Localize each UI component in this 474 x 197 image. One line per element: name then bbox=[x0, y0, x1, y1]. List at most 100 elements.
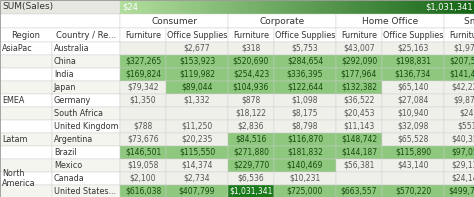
Text: $2,836: $2,836 bbox=[238, 122, 264, 131]
Text: Consumer: Consumer bbox=[151, 17, 197, 25]
Text: Country / Re...: Country / Re... bbox=[56, 31, 116, 40]
Text: $116,870: $116,870 bbox=[287, 135, 323, 144]
Text: $878: $878 bbox=[241, 96, 261, 105]
Text: $24: $24 bbox=[460, 109, 474, 118]
Text: United Kingdom: United Kingdom bbox=[54, 122, 118, 131]
Text: $89,044: $89,044 bbox=[181, 83, 213, 92]
Text: $153,923: $153,923 bbox=[179, 57, 215, 66]
Text: $119,982: $119,982 bbox=[179, 70, 215, 79]
Text: Germany: Germany bbox=[54, 96, 91, 105]
Text: $570,220: $570,220 bbox=[395, 187, 431, 196]
Text: $1,332: $1,332 bbox=[184, 96, 210, 105]
Text: Office Supplies: Office Supplies bbox=[275, 31, 335, 40]
Text: $336,395: $336,395 bbox=[287, 70, 323, 79]
Text: $318: $318 bbox=[241, 44, 261, 53]
Text: SUM(Sales): SUM(Sales) bbox=[2, 3, 54, 11]
Text: $1,031,341: $1,031,341 bbox=[229, 187, 273, 196]
Text: $551: $551 bbox=[457, 122, 474, 131]
Text: $181,832: $181,832 bbox=[287, 148, 323, 157]
Text: $11,143: $11,143 bbox=[343, 122, 374, 131]
Text: $25,163: $25,163 bbox=[397, 44, 428, 53]
Text: $9,873: $9,873 bbox=[454, 96, 474, 105]
Text: $32,098: $32,098 bbox=[397, 122, 428, 131]
Text: $207,592: $207,592 bbox=[449, 57, 474, 66]
Text: Brazil: Brazil bbox=[54, 148, 76, 157]
Text: $520,690: $520,690 bbox=[233, 57, 269, 66]
Text: Latam: Latam bbox=[2, 135, 27, 144]
Text: Mexico: Mexico bbox=[54, 161, 82, 170]
Text: $407,799: $407,799 bbox=[179, 187, 215, 196]
Text: $616,038: $616,038 bbox=[125, 187, 161, 196]
Text: $2,677: $2,677 bbox=[184, 44, 210, 53]
Text: $6,536: $6,536 bbox=[237, 174, 264, 183]
Text: Furniture: Furniture bbox=[449, 31, 474, 40]
Text: Region: Region bbox=[11, 31, 40, 40]
Text: India: India bbox=[54, 70, 73, 79]
Text: $24,142: $24,142 bbox=[451, 174, 474, 183]
Text: Office Supplies: Office Supplies bbox=[167, 31, 227, 40]
Text: Canada: Canada bbox=[54, 174, 85, 183]
Text: $115,550: $115,550 bbox=[179, 148, 215, 157]
Text: $1,031,341: $1,031,341 bbox=[425, 3, 473, 11]
Text: $24: $24 bbox=[122, 3, 138, 11]
Text: $136,734: $136,734 bbox=[395, 70, 431, 79]
Text: North
America: North America bbox=[2, 169, 36, 188]
Text: $43,140: $43,140 bbox=[397, 161, 429, 170]
Text: $122,644: $122,644 bbox=[287, 83, 323, 92]
Text: Corporate: Corporate bbox=[259, 17, 305, 25]
Text: $177,964: $177,964 bbox=[341, 70, 377, 79]
Text: Furniture: Furniture bbox=[341, 31, 377, 40]
Text: Argentina: Argentina bbox=[54, 135, 93, 144]
Text: Furniture: Furniture bbox=[125, 31, 161, 40]
Text: $1,978: $1,978 bbox=[454, 44, 474, 53]
Text: $14,374: $14,374 bbox=[181, 161, 213, 170]
Text: EMEA: EMEA bbox=[2, 96, 24, 105]
Text: Furniture: Furniture bbox=[233, 31, 269, 40]
Text: $663,557: $663,557 bbox=[341, 187, 377, 196]
Text: Office Supplies: Office Supplies bbox=[383, 31, 443, 40]
Text: $229,770: $229,770 bbox=[233, 161, 269, 170]
Text: Japan: Japan bbox=[54, 83, 76, 92]
Text: $8,798: $8,798 bbox=[292, 122, 318, 131]
Text: $65,528: $65,528 bbox=[397, 135, 428, 144]
Text: $141,475: $141,475 bbox=[449, 70, 474, 79]
Text: $788: $788 bbox=[133, 122, 153, 131]
Text: $5,753: $5,753 bbox=[292, 44, 319, 53]
Text: $254,423: $254,423 bbox=[233, 70, 269, 79]
Text: China: China bbox=[54, 57, 77, 66]
Text: $284,654: $284,654 bbox=[287, 57, 323, 66]
Text: $198,831: $198,831 bbox=[395, 57, 431, 66]
Text: $84,516: $84,516 bbox=[235, 135, 267, 144]
Text: $499,786: $499,786 bbox=[449, 187, 474, 196]
Text: $20,453: $20,453 bbox=[343, 109, 375, 118]
Text: $104,936: $104,936 bbox=[233, 83, 269, 92]
Text: $1,350: $1,350 bbox=[130, 96, 156, 105]
Text: $10,231: $10,231 bbox=[289, 174, 320, 183]
Text: South Africa: South Africa bbox=[54, 109, 103, 118]
Text: $1,098: $1,098 bbox=[292, 96, 318, 105]
Text: $725,000: $725,000 bbox=[287, 187, 323, 196]
Text: $29,137: $29,137 bbox=[451, 161, 474, 170]
Text: $56,381: $56,381 bbox=[343, 161, 374, 170]
Text: $42,223: $42,223 bbox=[451, 83, 474, 92]
Text: Home Office: Home Office bbox=[362, 17, 418, 25]
Text: $169,824: $169,824 bbox=[125, 70, 161, 79]
Text: $146,501: $146,501 bbox=[125, 148, 161, 157]
Text: $43,007: $43,007 bbox=[343, 44, 375, 53]
Text: $10,940: $10,940 bbox=[397, 109, 429, 118]
Text: $140,469: $140,469 bbox=[287, 161, 323, 170]
Text: $148,742: $148,742 bbox=[341, 135, 377, 144]
Text: $97,058: $97,058 bbox=[451, 148, 474, 157]
Text: $132,382: $132,382 bbox=[341, 83, 377, 92]
Text: $20,235: $20,235 bbox=[182, 135, 213, 144]
Text: $327,265: $327,265 bbox=[125, 57, 161, 66]
Text: $65,140: $65,140 bbox=[397, 83, 429, 92]
Text: $40,353: $40,353 bbox=[451, 135, 474, 144]
Text: $19,058: $19,058 bbox=[128, 161, 159, 170]
Text: $73,676: $73,676 bbox=[127, 135, 159, 144]
Text: $18,122: $18,122 bbox=[236, 109, 266, 118]
Text: $2,734: $2,734 bbox=[184, 174, 210, 183]
Text: United States...: United States... bbox=[54, 187, 116, 196]
Text: $292,090: $292,090 bbox=[341, 57, 377, 66]
Text: $144,187: $144,187 bbox=[341, 148, 377, 157]
